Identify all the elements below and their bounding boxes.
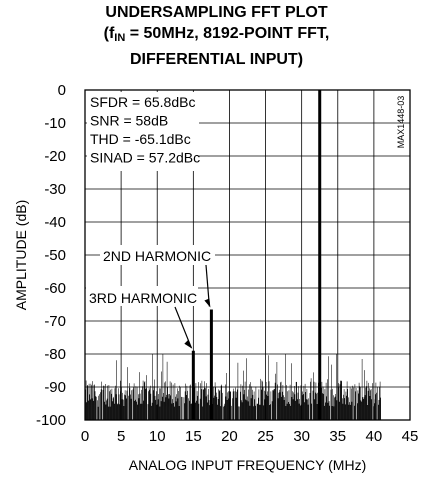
chart-title: UNDERSAMPLING FFT PLOT (fIN = 50MHz, 819… — [0, 2, 433, 70]
spurs — [191, 90, 322, 420]
y-tick-label: -40 — [44, 214, 66, 231]
x-tick-label: 30 — [293, 428, 310, 445]
annotation-3rd-harmonic: 3RD HARMONIC — [89, 290, 197, 306]
stats-box-bg — [87, 92, 199, 171]
annotations: 2ND HARMONIC 3RD HARMONIC — [86, 245, 215, 349]
stat-line: SFDR = 65.8dBc — [90, 94, 195, 110]
x-tick-label: 25 — [257, 428, 274, 445]
y-tick-label: -50 — [44, 247, 66, 264]
stat-line: SNR = 58dB — [90, 113, 168, 129]
y-tick-label: -30 — [44, 181, 66, 198]
y-tick-label: -10 — [44, 115, 66, 132]
x-tick-label: 0 — [81, 428, 89, 445]
y-tick-label: -100 — [36, 412, 66, 429]
x-tick-label: 45 — [402, 428, 419, 445]
title-line2-subscript: IN — [114, 32, 126, 44]
title-line2-prefix: (f — [103, 25, 115, 42]
y-axis-label: AMPLITUDE (dB) — [13, 200, 29, 310]
y-tick-label: -80 — [44, 346, 66, 363]
annotation-bg — [86, 286, 198, 306]
axis-ticks: 0 5 10 15 20 25 30 35 40 45 0 -10 -20 -30 -40 -50 -60 -70… — [36, 82, 418, 445]
y-tick-label: 0 — [58, 82, 66, 99]
x-axis-label: ANALOG INPUT FREQUENCY (MHz) — [129, 457, 367, 473]
x-tick-label: 15 — [185, 428, 202, 445]
stats-box: SFDR = 65.8dBc SNR = 58dB THD = -65.1dBc SI… — [87, 92, 200, 171]
stat-line: THD = -65.1dBc — [90, 131, 191, 147]
x-tick-label: 5 — [117, 428, 125, 445]
figure-code: MAX1448-03 — [396, 96, 406, 149]
chart-title-line3: DIFFERENTIAL INPUT) — [129, 51, 304, 68]
x-tick-label: 35 — [329, 428, 346, 445]
y-tick-label: -60 — [44, 280, 66, 297]
y-tick-label: -90 — [44, 379, 66, 396]
annotation-arrowhead — [184, 339, 193, 349]
chart-title-line2: (fIN = 50MHz, 8192-POINT FFT, — [0, 23, 433, 49]
x-tick-label: 10 — [149, 428, 166, 445]
plot-frame — [84, 89, 411, 421]
y-tick-label: -20 — [44, 148, 66, 165]
x-tick-label: 20 — [221, 428, 238, 445]
x-tick-label: 40 — [366, 428, 383, 445]
annotation-bg — [100, 245, 215, 265]
title-line2-suffix: = 50MHz, 8192-POINT FFT, — [125, 25, 330, 42]
chart-title-line1: UNDERSAMPLING FFT PLOT — [105, 4, 328, 21]
y-tick-label: -70 — [44, 313, 66, 330]
annotation-arrowhead — [204, 298, 211, 308]
annotation-2nd-harmonic: 2ND HARMONIC — [103, 248, 211, 264]
stat-line: SINAD = 57.2dBc — [90, 150, 200, 166]
